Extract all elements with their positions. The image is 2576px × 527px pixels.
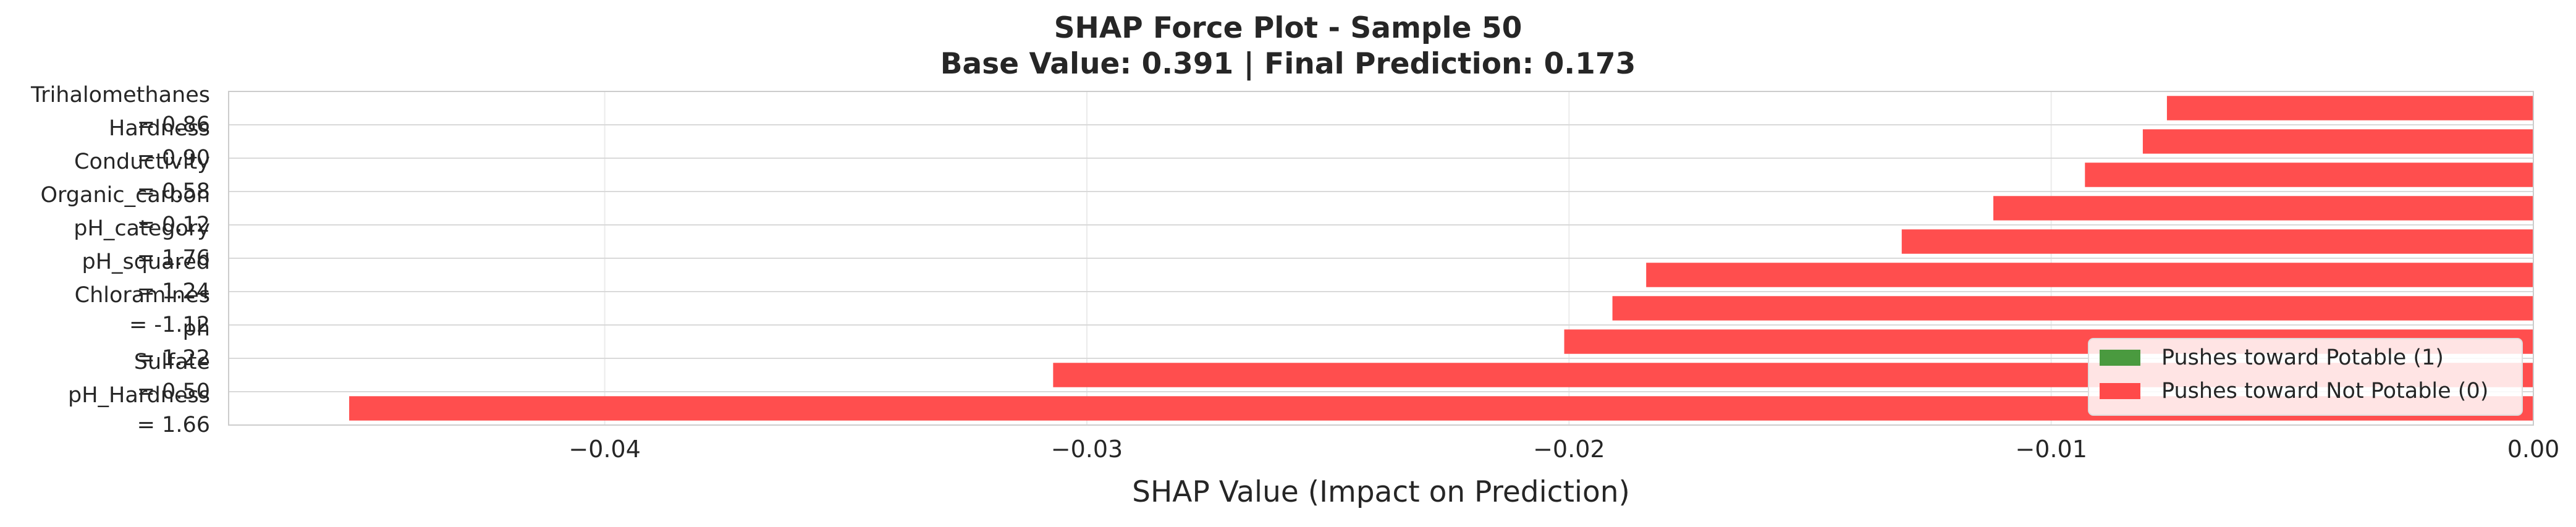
bar-chloramines <box>1612 296 2533 321</box>
x-tick-label: −0.04 <box>568 436 640 463</box>
y-tick-label-value: = 0.12 <box>137 213 210 237</box>
bar-trihalomethanes <box>2166 96 2533 120</box>
y-tick-label-feature: pH_category <box>74 216 210 241</box>
y-tick-label-value: = 1.22 <box>137 346 210 371</box>
legend-swatch <box>2100 350 2140 366</box>
bar-organic-carbon <box>1993 196 2533 221</box>
y-tick-label-value: = 0.86 <box>137 112 210 137</box>
y-tick-label-feature: Sulfate <box>134 350 210 374</box>
y-tick-label-feature: Conductivity <box>74 150 210 174</box>
x-tick-label: −0.01 <box>2015 436 2087 463</box>
y-tick-label-feature: pH_Hardness <box>68 383 210 408</box>
y-tick-label-feature: Chloramines <box>75 283 210 308</box>
bar-ph-squared <box>1646 263 2533 287</box>
y-tick-label-value: = 1.66 <box>137 413 210 437</box>
legend-swatch <box>2100 383 2140 399</box>
y-tick-label-feature: ph <box>183 316 210 341</box>
x-tick-label: −0.03 <box>1051 436 1123 463</box>
plot-frame <box>228 91 2534 426</box>
y-tick-label-value: = 1.24 <box>137 279 210 304</box>
bar-conductivity <box>2085 162 2533 187</box>
x-axis-label: SHAP Value (Impact on Prediction) <box>1132 475 1630 509</box>
y-tick-label-value: = 0.58 <box>137 179 210 204</box>
y-tick-label-feature: pH_squared <box>82 250 211 274</box>
y-tick-label-value: = 0.90 <box>137 146 210 171</box>
legend: Pushes toward Potable (1) Pushes toward N… <box>2088 338 2523 416</box>
x-tick-label: 0.00 <box>2507 436 2560 463</box>
y-tick-label-value: = 0.50 <box>137 379 210 404</box>
y-tick-label-feature: Organic_carbon <box>40 183 210 208</box>
y-tick-label-feature: Hardness <box>109 116 210 141</box>
x-tick-label: −0.02 <box>1533 436 1605 463</box>
legend-box <box>2088 338 2523 416</box>
bar-ph-category <box>1901 229 2533 254</box>
y-tick-label-feature: Trihalomethanes <box>30 83 210 108</box>
legend-label: Pushes toward Not Potable (0) <box>2161 379 2488 403</box>
chart-title: SHAP Force Plot - Sample 50 <box>1054 11 1522 45</box>
legend-label: Pushes toward Potable (1) <box>2161 345 2444 370</box>
y-tick-label-value: = 1.76 <box>137 246 210 271</box>
chart-subtitle: Base Value: 0.391 | Final Prediction: 0.… <box>940 47 1636 81</box>
y-tick-label-value: = -1.12 <box>129 313 210 337</box>
bar-hardness <box>2142 129 2533 154</box>
